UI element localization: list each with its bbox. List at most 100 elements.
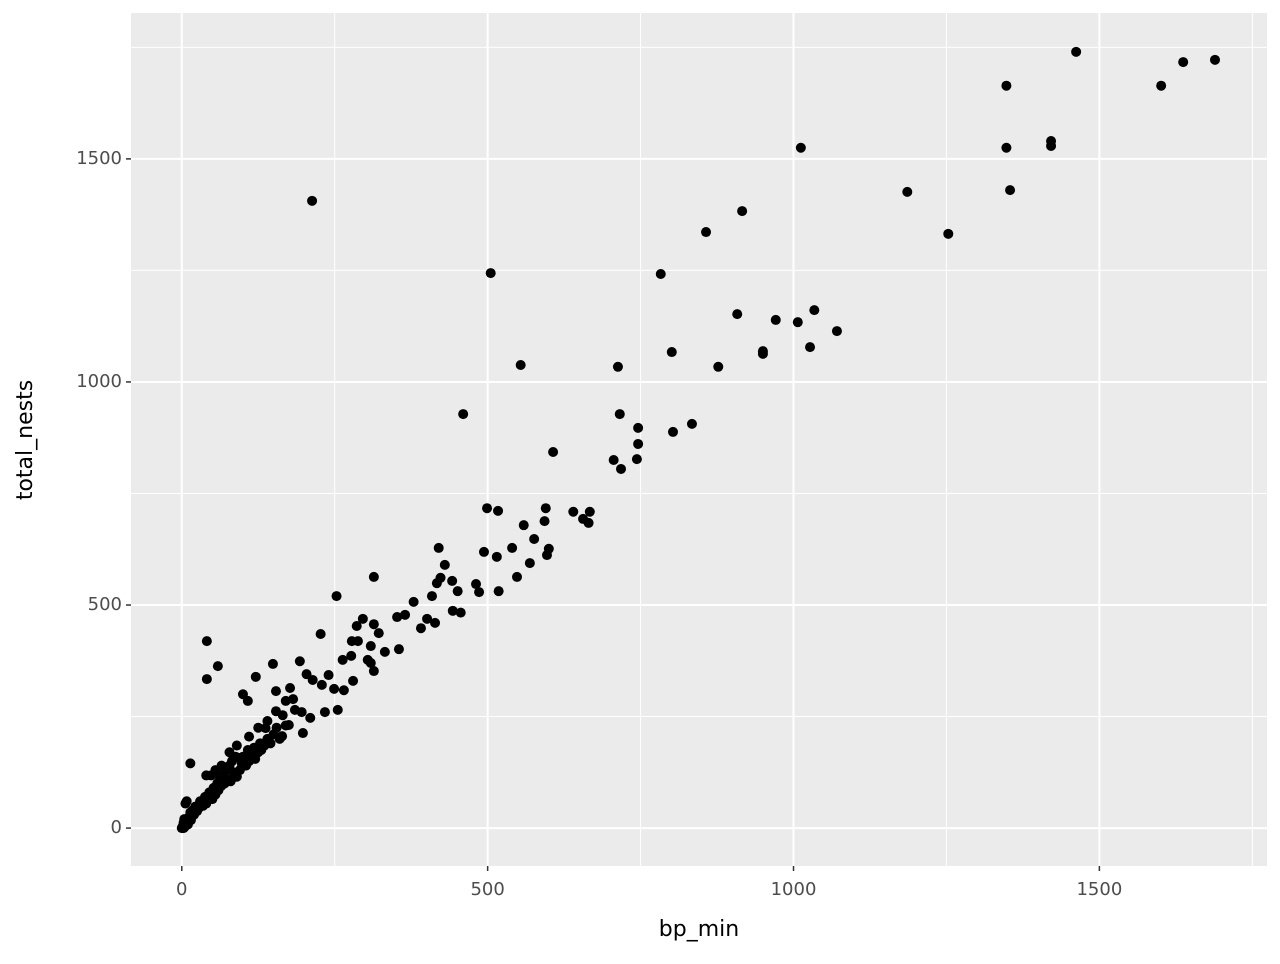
point xyxy=(491,551,502,562)
point xyxy=(329,683,340,694)
point xyxy=(357,613,368,624)
point xyxy=(608,455,619,466)
point xyxy=(668,426,679,437)
point xyxy=(943,228,954,239)
point xyxy=(474,587,485,598)
point xyxy=(368,571,379,582)
point xyxy=(458,409,469,420)
point xyxy=(512,571,523,582)
point xyxy=(212,661,223,672)
point xyxy=(305,712,316,723)
point xyxy=(348,675,359,686)
point xyxy=(471,579,482,590)
point xyxy=(393,644,404,655)
point xyxy=(701,227,712,238)
point xyxy=(368,666,379,677)
x-tick-label: 500 xyxy=(470,879,504,900)
point xyxy=(584,506,595,517)
point xyxy=(285,682,296,693)
point xyxy=(493,586,504,597)
point xyxy=(452,586,463,597)
point xyxy=(331,591,342,602)
y-tick-label: 1500 xyxy=(76,148,122,169)
point xyxy=(485,268,496,279)
point xyxy=(224,747,235,758)
point xyxy=(831,326,842,337)
point xyxy=(250,671,261,682)
point xyxy=(529,533,540,544)
point xyxy=(686,418,697,429)
point xyxy=(201,674,212,685)
point xyxy=(181,796,192,807)
y-axis-title: total_nests xyxy=(13,380,38,500)
point xyxy=(541,550,552,561)
point xyxy=(614,409,625,420)
point xyxy=(713,361,724,372)
point xyxy=(346,636,357,647)
point xyxy=(732,309,743,320)
y-tick-label: 0 xyxy=(111,817,122,838)
point xyxy=(392,612,403,623)
point xyxy=(616,463,627,474)
point xyxy=(439,559,450,570)
point xyxy=(431,578,442,589)
point xyxy=(666,347,677,358)
point xyxy=(408,596,419,607)
point xyxy=(612,361,623,372)
point xyxy=(447,605,458,616)
point xyxy=(289,704,300,715)
point xyxy=(1071,46,1082,57)
y-tick-label: 500 xyxy=(88,594,122,615)
point xyxy=(524,558,535,569)
point xyxy=(433,542,444,553)
point xyxy=(540,503,551,514)
point xyxy=(1156,80,1167,91)
point xyxy=(1005,185,1016,196)
point xyxy=(373,628,384,639)
point xyxy=(633,422,644,433)
point xyxy=(323,670,334,681)
point xyxy=(633,438,644,449)
point xyxy=(271,722,282,733)
point xyxy=(902,186,913,197)
point xyxy=(182,816,193,827)
point xyxy=(307,195,318,206)
point xyxy=(400,609,411,620)
point xyxy=(201,636,212,647)
point xyxy=(1001,80,1012,91)
point xyxy=(244,731,255,742)
x-axis-title: bp_min xyxy=(659,917,739,942)
point xyxy=(365,641,376,652)
y-tick-label: 1000 xyxy=(76,371,122,392)
point xyxy=(455,607,466,618)
point xyxy=(332,704,343,715)
point xyxy=(253,722,264,733)
point xyxy=(426,591,437,602)
point xyxy=(1046,140,1057,151)
point xyxy=(365,658,376,669)
point xyxy=(242,695,253,706)
point xyxy=(422,613,433,624)
point xyxy=(1210,54,1221,65)
point xyxy=(655,268,666,279)
point xyxy=(307,674,318,685)
x-tick-label: 0 xyxy=(176,879,187,900)
point xyxy=(338,685,349,696)
x-tick-label: 1500 xyxy=(1076,879,1122,900)
point xyxy=(792,317,803,328)
point xyxy=(294,656,305,667)
point xyxy=(548,446,559,457)
point xyxy=(805,342,816,353)
point xyxy=(809,305,820,316)
point xyxy=(297,728,308,739)
point xyxy=(267,658,278,669)
point xyxy=(280,695,291,706)
point xyxy=(493,505,504,516)
point xyxy=(277,710,288,721)
x-tick-label: 1000 xyxy=(771,879,817,900)
point xyxy=(447,575,458,586)
point xyxy=(1001,142,1012,153)
point xyxy=(262,716,273,727)
point xyxy=(185,758,196,769)
